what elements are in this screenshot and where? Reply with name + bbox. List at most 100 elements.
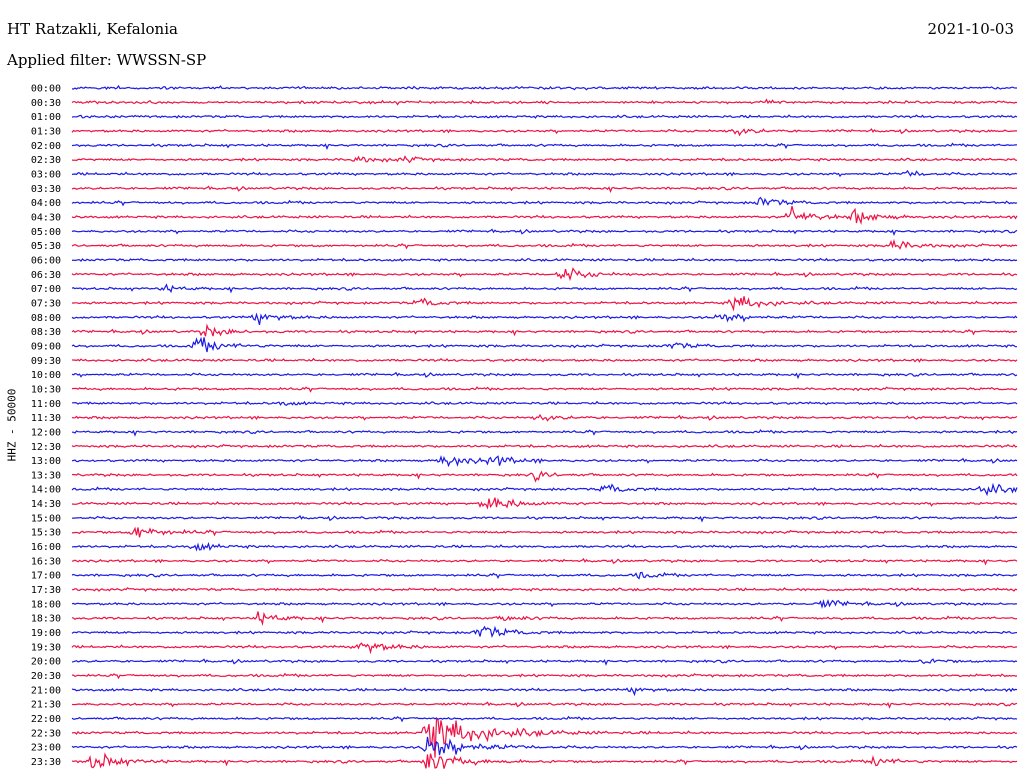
trace-row-1730 [71,587,1018,592]
tick-label-1500: 15:00 [31,513,61,524]
trace-group [71,84,1018,769]
tick-label-1030: 10:30 [31,384,61,395]
trace-row-1130 [71,413,1018,422]
tick-label-0030: 00:30 [31,98,61,109]
tick-label-1300: 13:00 [31,456,61,467]
trace-row-0000 [71,84,1017,91]
tick-label-0000: 00:00 [31,84,61,95]
tick-label-0600: 06:00 [31,255,61,266]
trace-row-1400 [71,482,1018,497]
trace-row-0300 [71,169,1018,178]
tick-label-0400: 04:00 [31,198,61,209]
trace-row-1430 [71,497,1018,510]
trace-row-1300 [71,454,1018,468]
tick-label-1600: 16:00 [31,542,61,553]
trace-row-0600 [71,257,1018,263]
trace-row-0130 [71,128,1017,137]
trace-row-1530 [71,526,1018,538]
tick-label-2000: 20:00 [31,657,61,668]
tick-label-1100: 11:00 [31,399,61,410]
trace-row-0500 [71,228,1018,237]
tick-label-1430: 14:30 [31,499,61,510]
tick-label-0330: 03:30 [31,184,61,195]
tick-label-1830: 18:30 [31,614,61,625]
trace-row-2000 [71,658,1018,666]
tick-label-0530: 05:30 [31,241,61,252]
tick-label-1930: 19:30 [31,642,61,653]
tick-label-2130: 21:30 [31,700,61,711]
trace-row-0900 [71,336,1017,353]
trace-row-1600 [71,541,1018,552]
trace-row-2100 [71,686,1018,697]
trace-row-2230 [71,718,1018,758]
trace-row-2330 [71,752,1018,769]
tick-label-0200: 02:00 [31,141,61,152]
tick-label-1000: 10:00 [31,370,61,381]
trace-row-2300 [71,736,1018,756]
tick-label-1400: 14:00 [31,485,61,496]
trace-row-1330 [71,470,1018,483]
trace-row-1700 [71,571,1018,580]
tick-label-0700: 07:00 [31,284,61,295]
tick-label-2300: 23:00 [31,743,61,754]
tick-label-2100: 21:00 [31,685,61,696]
tick-label-0830: 08:30 [31,327,61,338]
tick-label-0730: 07:30 [31,298,61,309]
trace-row-1200 [72,429,1018,437]
trace-row-0100 [71,114,1018,119]
tick-label-1130: 11:30 [31,413,61,424]
tick-label-0900: 09:00 [31,341,61,352]
trace-row-1830 [71,611,1018,626]
tick-label-1200: 12:00 [31,427,61,438]
trace-row-1230 [71,443,1018,449]
trace-row-0930 [71,357,1018,363]
tick-label-1630: 16:30 [31,556,61,567]
trace-row-0400 [71,196,1018,207]
tick-label-0230: 02:30 [31,155,61,166]
tick-label-0500: 05:00 [31,227,61,238]
trace-row-1100 [72,400,1018,406]
trace-row-1930 [71,642,1018,655]
tick-label-1530: 15:30 [31,528,61,539]
tick-label-1230: 12:30 [31,442,61,453]
tick-label-2200: 22:00 [31,714,61,725]
tick-label-1700: 17:00 [31,571,61,582]
trace-row-0430 [71,205,1018,226]
tick-label-0800: 08:00 [31,313,61,324]
tick-label-0100: 01:00 [31,112,61,123]
trace-row-1500 [71,515,1018,523]
tick-label-0130: 01:30 [31,126,61,137]
tick-label-0930: 09:30 [31,356,61,367]
tick-label-group: 00:00 00:30 01:00 01:30 02:00 02:30 03:00 03:30… [31,84,61,769]
trace-row-0230 [71,155,1018,164]
tick-label-2230: 22:30 [31,728,61,739]
trace-row-1000 [71,371,1018,380]
tick-label-1900: 19:00 [31,628,61,639]
trace-row-1630 [71,558,1018,566]
station-title: HT Ratzakli, Kefalonia [7,20,178,38]
tick-label-1330: 13:30 [31,470,61,481]
trace-row-1900 [71,625,1018,639]
trace-row-2030 [71,672,1018,680]
filter-label: Applied filter: WWSSN-SP [7,51,207,69]
trace-row-0330 [71,185,1018,194]
tick-label-0630: 06:30 [31,270,61,281]
trace-row-0800 [71,312,1018,326]
trace-row-0200 [71,142,1018,151]
trace-row-0830 [71,323,1018,337]
tick-label-2330: 23:30 [31,757,61,768]
tick-label-0300: 03:00 [31,169,61,180]
trace-row-1800 [71,598,1018,610]
trace-row-0700 [71,283,1018,294]
tick-label-1730: 17:30 [31,585,61,596]
tick-label-0430: 04:30 [31,212,61,223]
trace-row-0630 [71,267,1018,282]
date-label: 2021-10-03 [927,20,1014,38]
tick-label-2030: 20:30 [31,671,61,682]
trace-row-0030 [71,98,1018,106]
trace-row-2130 [71,701,1018,709]
trace-row-1030 [71,386,1018,393]
tick-label-1800: 18:00 [31,599,61,610]
trace-row-0530 [71,238,1018,250]
